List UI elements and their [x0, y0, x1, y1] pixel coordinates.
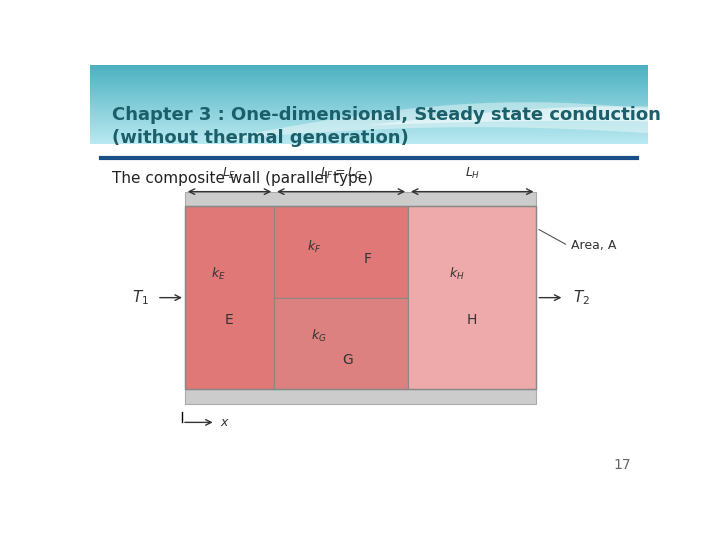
Text: F: F: [364, 252, 372, 266]
Bar: [90, 118, 648, 120]
Bar: [90, 77, 648, 79]
Bar: [185, 206, 274, 389]
Bar: [90, 95, 648, 97]
Bar: [185, 206, 536, 389]
Bar: [90, 134, 648, 136]
Bar: [90, 136, 648, 138]
Bar: [90, 120, 648, 122]
Text: 17: 17: [613, 458, 631, 472]
Bar: [90, 75, 648, 76]
Text: $T_1$: $T_1$: [132, 288, 148, 307]
Text: $k_H$: $k_H$: [449, 266, 464, 282]
Bar: [90, 84, 648, 85]
Bar: [90, 109, 648, 111]
Text: E: E: [225, 313, 234, 327]
Bar: [90, 128, 648, 130]
Text: The composite wall (parallel type): The composite wall (parallel type): [112, 171, 374, 186]
Bar: [274, 298, 408, 389]
Bar: [90, 111, 648, 112]
Bar: [90, 65, 648, 66]
Bar: [90, 130, 648, 131]
Bar: [90, 125, 648, 126]
Text: $T_2$: $T_2$: [572, 288, 590, 307]
Bar: [90, 106, 648, 107]
Text: (without thermal generation): (without thermal generation): [112, 129, 409, 147]
Bar: [90, 133, 648, 134]
Bar: [90, 90, 648, 92]
Bar: [90, 76, 648, 77]
Text: $k_E$: $k_E$: [212, 266, 226, 282]
Text: $x$: $x$: [220, 416, 230, 429]
Bar: [90, 142, 648, 144]
Text: G: G: [343, 353, 354, 367]
Bar: [90, 140, 648, 142]
Bar: [185, 389, 536, 404]
Bar: [90, 126, 648, 128]
Bar: [90, 89, 648, 90]
Bar: [90, 123, 648, 125]
Bar: [90, 117, 648, 118]
Bar: [90, 85, 648, 87]
Bar: [90, 101, 648, 103]
Bar: [274, 206, 408, 298]
Bar: [90, 93, 648, 95]
Bar: [90, 131, 648, 133]
Bar: [90, 139, 648, 140]
Text: $k_G$: $k_G$: [310, 328, 326, 344]
Bar: [90, 138, 648, 139]
Bar: [90, 79, 648, 80]
Text: $L_E$: $L_E$: [222, 166, 237, 181]
Bar: [90, 107, 648, 109]
Bar: [90, 68, 648, 70]
Text: Chapter 3 : One-dimensional, Steady state conduction: Chapter 3 : One-dimensional, Steady stat…: [112, 106, 661, 124]
Bar: [90, 80, 648, 82]
Bar: [90, 97, 648, 98]
Polygon shape: [230, 102, 676, 139]
Bar: [90, 122, 648, 123]
Bar: [90, 73, 648, 75]
Bar: [90, 87, 648, 89]
Bar: [90, 112, 648, 114]
Bar: [90, 104, 648, 106]
Bar: [90, 71, 648, 73]
Text: Area, A: Area, A: [571, 239, 616, 252]
Text: H: H: [467, 313, 477, 327]
Bar: [90, 82, 648, 84]
Polygon shape: [369, 106, 676, 125]
Bar: [408, 206, 536, 389]
Bar: [90, 98, 648, 99]
Bar: [185, 192, 536, 206]
Bar: [90, 103, 648, 104]
Text: $L_F = L_G$: $L_F = L_G$: [320, 166, 363, 181]
Bar: [90, 92, 648, 93]
Text: $L_H$: $L_H$: [464, 166, 480, 181]
Bar: [90, 66, 648, 68]
Bar: [90, 70, 648, 71]
Bar: [90, 99, 648, 101]
Text: $k_F$: $k_F$: [307, 239, 322, 255]
Bar: [90, 116, 648, 117]
Bar: [90, 114, 648, 116]
